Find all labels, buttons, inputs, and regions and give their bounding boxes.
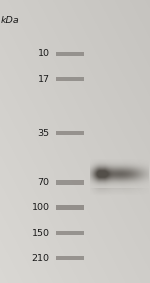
Text: 10: 10 <box>38 49 50 58</box>
Text: 100: 100 <box>32 203 50 212</box>
Text: 17: 17 <box>38 75 50 84</box>
Bar <box>56 231 84 235</box>
Bar <box>56 52 84 56</box>
Bar <box>56 205 84 210</box>
Text: 70: 70 <box>38 178 50 187</box>
Bar <box>56 181 84 185</box>
Bar <box>56 256 84 260</box>
Text: 150: 150 <box>32 229 50 238</box>
Text: 210: 210 <box>32 254 50 263</box>
Bar <box>56 131 84 135</box>
Text: kDa: kDa <box>1 16 20 25</box>
Bar <box>56 77 84 81</box>
Text: 35: 35 <box>37 128 50 138</box>
